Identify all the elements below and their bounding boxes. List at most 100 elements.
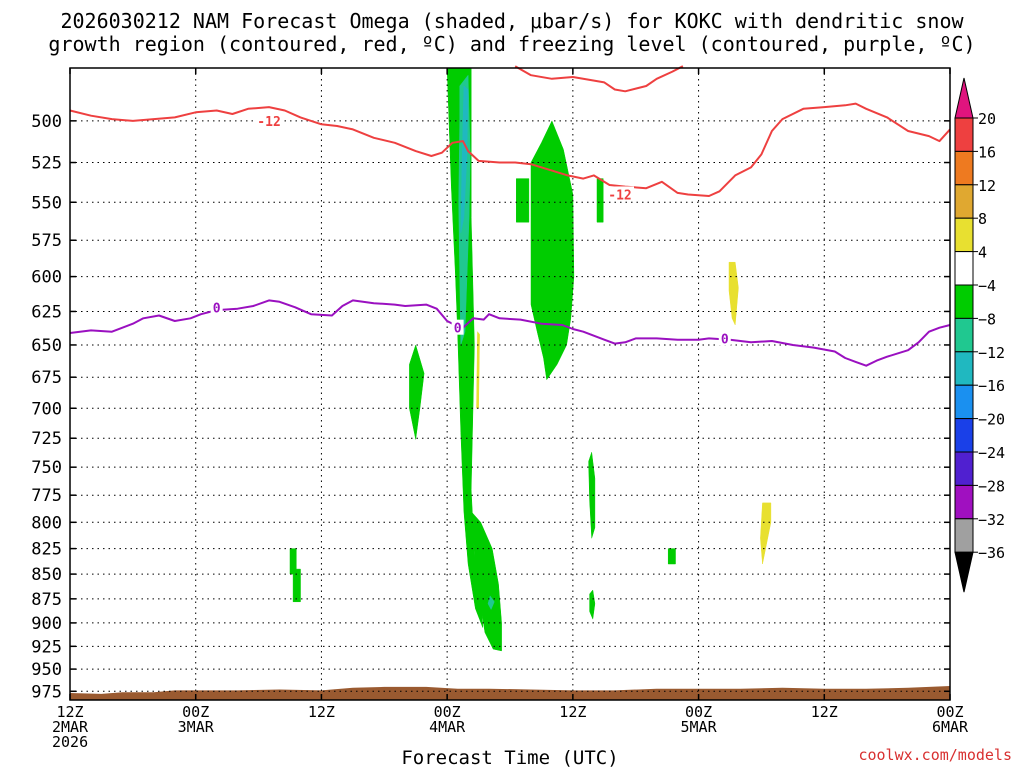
y-tick-label: 525 xyxy=(31,154,62,174)
omega-shaded-region xyxy=(588,452,596,539)
y-tick-label: 650 xyxy=(31,336,62,356)
contour-label-bg xyxy=(210,299,223,315)
contour-label-bg xyxy=(718,330,731,346)
y-tick-label: 875 xyxy=(31,590,62,610)
colorbar-swatch xyxy=(954,217,974,253)
grid xyxy=(70,68,950,700)
x-tick-label: 12Z xyxy=(56,703,83,721)
colorbar-swatch xyxy=(954,150,974,186)
y-tick-label: 775 xyxy=(31,486,62,506)
y-tick-label: 925 xyxy=(31,637,62,657)
y-tick-label: 675 xyxy=(31,368,62,388)
x-tick-label: 00Z xyxy=(936,703,963,721)
x-axis-title: Forecast Time (UTC) xyxy=(401,747,618,768)
omega-shaded-region xyxy=(728,261,739,326)
y-tick-label: 550 xyxy=(31,193,62,213)
x-tick-label: 12Z xyxy=(811,703,838,721)
y-tick-label: 850 xyxy=(31,565,62,585)
colorbar-label: −32 xyxy=(978,511,1005,529)
y-tick-label: 825 xyxy=(31,540,62,560)
contour-label: 0 xyxy=(213,301,221,316)
y-tick-label: 900 xyxy=(31,614,62,634)
x-tick-label: 00Z xyxy=(434,703,461,721)
omega-shaded-region xyxy=(589,589,596,621)
colorbar-top-triangle xyxy=(954,77,974,119)
colorbar-swatch xyxy=(954,117,974,152)
contour-line xyxy=(69,102,951,197)
colorbar-label: −12 xyxy=(978,344,1005,362)
colorbar-label: −36 xyxy=(978,544,1005,562)
colorbar-label: 16 xyxy=(978,143,996,161)
x-tick-label: 3MAR xyxy=(178,718,215,736)
contour-line xyxy=(514,65,684,93)
y-tick-label: 975 xyxy=(31,682,62,702)
x-tick-label: 12Z xyxy=(308,703,335,721)
y-tick-label: 725 xyxy=(31,429,62,449)
colorbar-swatch xyxy=(954,317,974,353)
contour-line xyxy=(69,299,951,367)
chart-title: 2026030212 NAM Forecast Omega (shaded, μ… xyxy=(60,9,964,33)
x-tick-label: 4MAR xyxy=(429,718,466,736)
colorbar-label: −16 xyxy=(978,377,1005,395)
colorbar-swatch xyxy=(954,484,974,520)
contour-label: 0 xyxy=(721,332,729,347)
contour-label: 0 xyxy=(454,322,462,337)
colorbar-label: 20 xyxy=(978,110,996,128)
omega-shading xyxy=(289,67,772,652)
colorbar-swatch xyxy=(954,518,974,553)
x-tick-label: 00Z xyxy=(182,703,209,721)
x-tick-label: 2026 xyxy=(52,733,88,751)
omega-shaded-region xyxy=(460,85,469,233)
y-tick-label: 500 xyxy=(31,112,62,132)
y-axis: 500 525 550 575 600 625 650 675 700 725 750 775 800 8… xyxy=(31,112,950,702)
y-tick-label: 700 xyxy=(31,399,62,419)
colorbar-label: 8 xyxy=(978,210,987,228)
omega-shaded-region xyxy=(596,178,604,223)
colorbar-label: 4 xyxy=(978,244,987,262)
y-tick-label: 600 xyxy=(31,268,62,288)
x-tick-label: 5MAR xyxy=(681,718,718,736)
chart-subtitle: growth region (contoured, red, ºC) and f… xyxy=(48,32,975,56)
contour-label: -12 xyxy=(608,188,631,203)
colorbar-bottom-triangle xyxy=(954,551,974,593)
omega-shaded-region xyxy=(516,178,530,223)
credit-label: coolwx.com/models xyxy=(858,746,1012,764)
omega-shaded-region xyxy=(667,548,676,565)
colorbar-swatch xyxy=(954,251,974,286)
colorbar-swatch xyxy=(954,384,974,420)
colorbar-label: −24 xyxy=(978,444,1005,462)
x-tick-label: 12Z xyxy=(559,703,586,721)
omega-shaded-region xyxy=(409,344,425,440)
colorbar-swatch xyxy=(954,284,974,319)
x-tick-label: 2MAR xyxy=(52,718,89,736)
omega-shaded-region xyxy=(476,330,480,409)
omega-shaded-region xyxy=(446,67,484,628)
terrain-fill xyxy=(70,686,950,700)
x-tick-label: 00Z xyxy=(685,703,712,721)
terrain xyxy=(70,686,950,700)
y-tick-label: 800 xyxy=(31,513,62,533)
colorbar-swatch xyxy=(954,184,974,219)
colorbar-swatch xyxy=(954,351,974,386)
contour-label-bg xyxy=(255,112,284,128)
colorbar-label: −20 xyxy=(978,411,1005,429)
y-tick-label: 575 xyxy=(31,231,62,251)
colorbar-label: −28 xyxy=(978,477,1005,495)
contour-label-bg xyxy=(451,319,464,335)
plot-frame xyxy=(69,67,951,701)
contour-label-bg xyxy=(606,186,634,202)
colorbar-label: −8 xyxy=(978,310,996,328)
omega-shaded-region xyxy=(470,510,502,652)
y-tick-label: 950 xyxy=(31,660,62,680)
omega-shaded-region xyxy=(530,120,575,381)
contours: -12 -12 0 0 0 xyxy=(69,65,951,367)
x-tick-label: 6MAR xyxy=(932,718,969,736)
omega-shaded-region xyxy=(487,595,495,611)
colorbar-label: 12 xyxy=(978,177,996,195)
y-tick-label: 750 xyxy=(31,458,62,478)
y-tick-label: 625 xyxy=(31,302,62,322)
colorbar: 20 16 12 8 4 −4 −8 −12 −16 −20 −24 −28 −32 −36 xyxy=(954,77,1005,593)
colorbar-swatch xyxy=(954,451,974,486)
